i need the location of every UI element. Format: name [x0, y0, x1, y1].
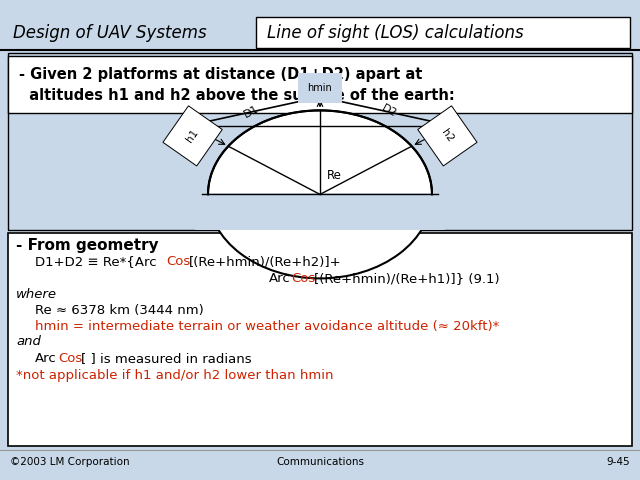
- Text: Communications: Communications: [276, 457, 364, 467]
- Text: and: and: [16, 335, 41, 348]
- Text: 9-45: 9-45: [607, 457, 630, 467]
- Text: Cos: Cos: [291, 272, 316, 285]
- Text: D2: D2: [380, 103, 398, 120]
- Circle shape: [208, 110, 432, 278]
- FancyBboxPatch shape: [195, 193, 445, 230]
- Text: altitudes h1 and h2 above the surface of the earth:: altitudes h1 and h2 above the surface of…: [19, 88, 455, 104]
- Text: D1+D2 ≡ Re*{Arc: D1+D2 ≡ Re*{Arc: [35, 255, 157, 268]
- Text: - Given 2 platforms at distance (D1+D2) apart at: - Given 2 platforms at distance (D1+D2) …: [19, 67, 422, 82]
- Text: Arc: Arc: [35, 351, 57, 365]
- Text: h2: h2: [440, 128, 455, 144]
- Text: Design of UAV Systems: Design of UAV Systems: [13, 24, 207, 42]
- Text: Line of sight (LOS) calculations: Line of sight (LOS) calculations: [267, 24, 524, 42]
- FancyBboxPatch shape: [8, 233, 632, 446]
- FancyBboxPatch shape: [8, 56, 632, 113]
- Text: [(Re+hmin)/(Re+h1)]} (9.1): [(Re+hmin)/(Re+h1)]} (9.1): [314, 272, 499, 285]
- Text: Arc: Arc: [269, 272, 291, 285]
- FancyBboxPatch shape: [8, 53, 632, 230]
- Text: D1: D1: [242, 103, 260, 120]
- Text: *not applicable if h1 and/or h2 lower than hmin: *not applicable if h1 and/or h2 lower th…: [16, 369, 333, 382]
- Text: where: where: [16, 288, 57, 301]
- Text: Re ≈ 6378 km (3444 nm): Re ≈ 6378 km (3444 nm): [35, 303, 204, 317]
- FancyBboxPatch shape: [256, 17, 630, 48]
- Text: Re: Re: [326, 168, 341, 182]
- Text: Cos: Cos: [166, 255, 190, 268]
- Text: hmin: hmin: [308, 83, 332, 93]
- Text: hmin = intermediate terrain or weather avoidance altitude (≈ 20kft)*: hmin = intermediate terrain or weather a…: [35, 320, 500, 333]
- Text: [ ] is measured in radians: [ ] is measured in radians: [81, 351, 252, 365]
- Text: Cos: Cos: [58, 351, 83, 365]
- Text: [(Re+hmin)/(Re+h2)]+: [(Re+hmin)/(Re+h2)]+: [189, 255, 341, 268]
- Text: h1: h1: [185, 128, 200, 144]
- Text: - From geometry: - From geometry: [16, 238, 159, 253]
- Text: ©2003 LM Corporation: ©2003 LM Corporation: [10, 457, 129, 467]
